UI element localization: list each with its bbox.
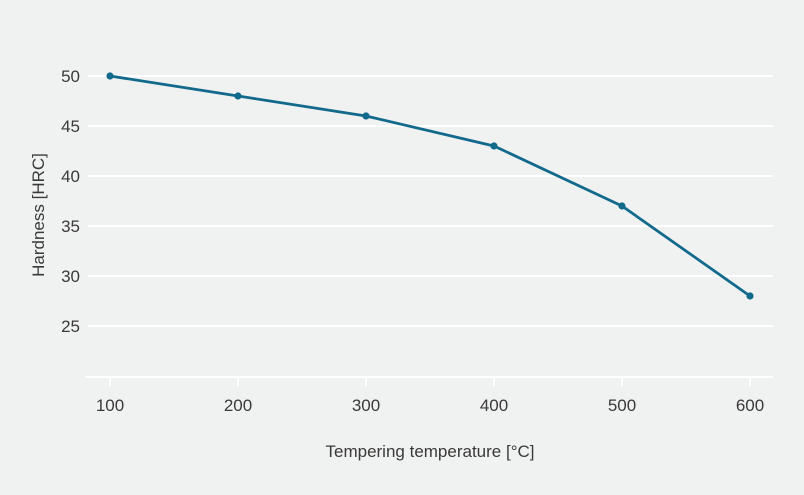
y-axis-title: Hardness [HRC] <box>29 153 48 277</box>
x-tick-label: 400 <box>480 396 508 415</box>
y-tick-label: 35 <box>61 217 80 236</box>
data-point-600 <box>746 292 754 300</box>
y-tick-label: 40 <box>61 167 80 186</box>
x-axis-title: Tempering temperature [°C] <box>326 442 535 461</box>
plot-area: 25 30 35 40 45 50 100 200 300 400 500 600 <box>61 67 773 415</box>
x-tick-label: 200 <box>224 396 252 415</box>
x-tick-label: 300 <box>352 396 380 415</box>
x-tick-label: 600 <box>736 396 764 415</box>
hardness-series-line <box>108 74 752 298</box>
data-point-100 <box>106 72 114 80</box>
y-tick-label: 50 <box>61 67 80 86</box>
y-tick-label: 45 <box>61 117 80 136</box>
data-point-300 <box>362 112 370 120</box>
y-tick-label: 30 <box>61 267 80 286</box>
data-point-400 <box>490 142 498 150</box>
y-tick-label: 25 <box>61 317 80 336</box>
x-tick-label: 500 <box>608 396 636 415</box>
x-tick-label: 100 <box>96 396 124 415</box>
data-point-500 <box>618 202 626 210</box>
data-point-200 <box>234 92 242 100</box>
